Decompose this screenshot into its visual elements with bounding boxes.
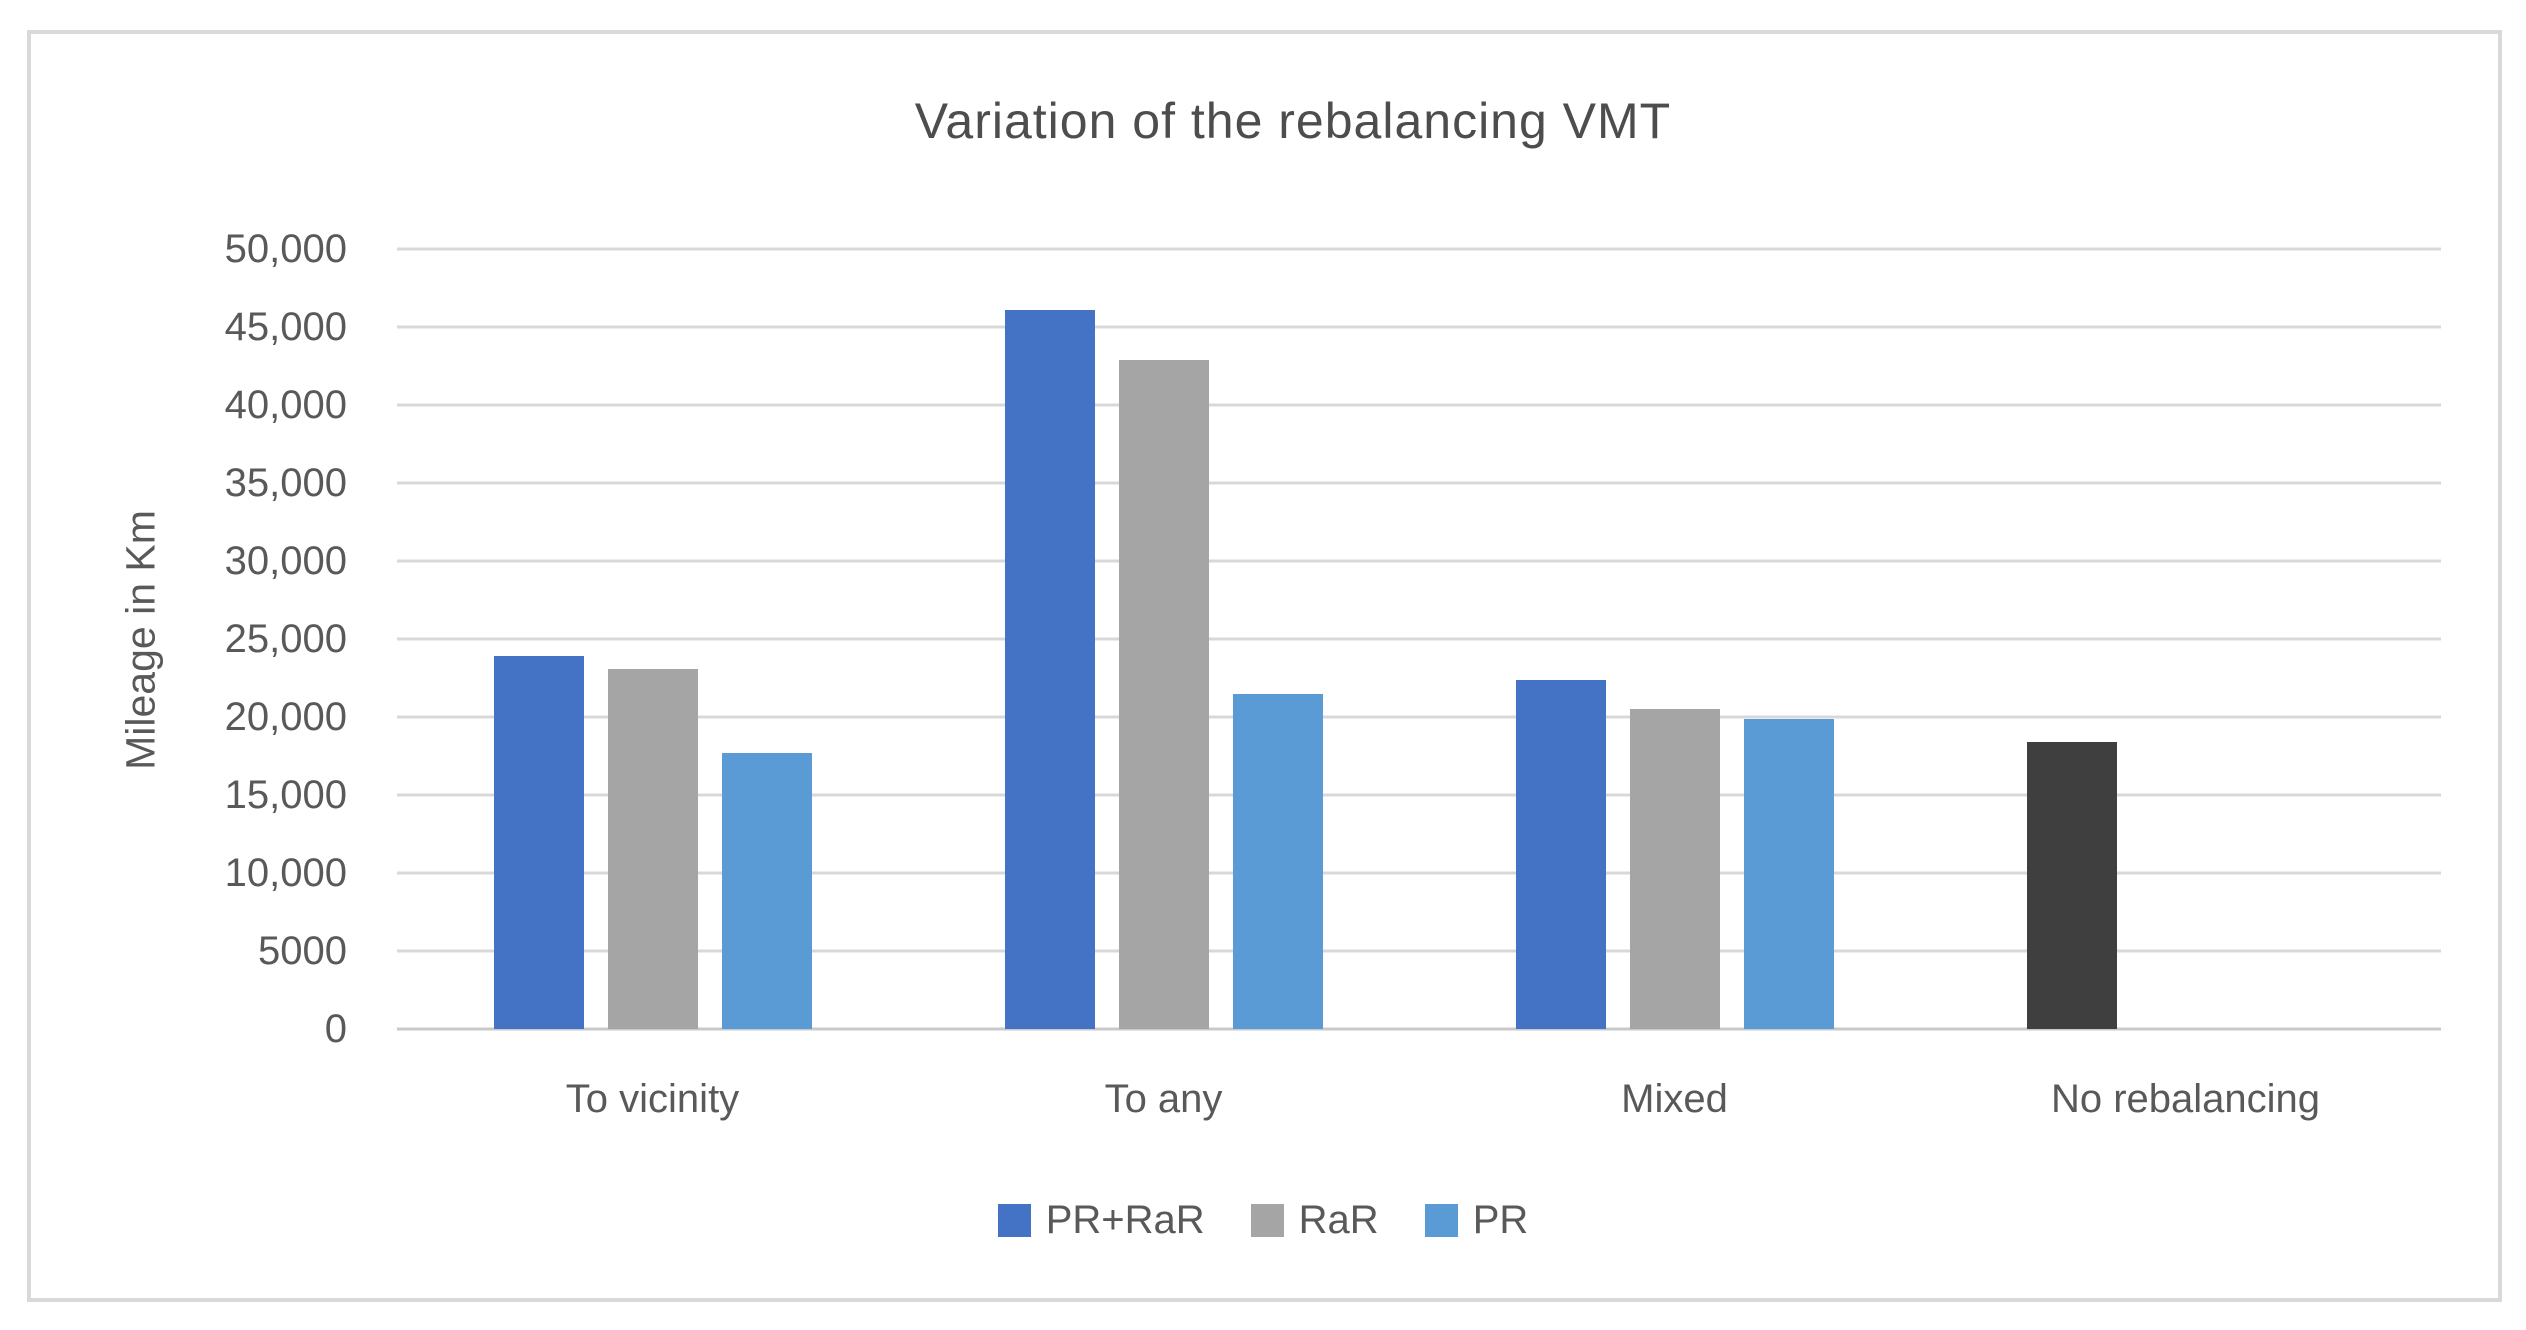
bar-pr-rar: [493, 656, 584, 1029]
y-tick-label: 40,000: [224, 383, 347, 427]
x-axis-line: [397, 1027, 2441, 1031]
category-label: To vicinity: [565, 1077, 740, 1121]
legend-swatch: [1424, 1203, 1458, 1237]
y-tick-label: 15,000: [224, 773, 347, 817]
gridline: [397, 481, 2441, 485]
y-tick-label: 10,000: [224, 851, 347, 895]
legend-item: PR+RaR: [997, 1198, 1205, 1242]
bar-group: [1930, 249, 2441, 1029]
chart-frame: [27, 30, 2502, 1302]
category-label: Mixed: [1621, 1077, 1728, 1121]
chart-title: Variation of the rebalancing VMT: [914, 93, 1672, 149]
bar-group: [1419, 249, 1930, 1029]
bar-rar: [607, 668, 698, 1029]
y-tick-label: 25,000: [224, 617, 347, 661]
category-label: No rebalancing: [2050, 1077, 2321, 1121]
gridline: [397, 793, 2441, 797]
gridline: [397, 949, 2441, 953]
bar-rar: [1629, 709, 1720, 1029]
legend-label: PR+RaR: [1045, 1198, 1205, 1242]
y-tick-label: 45,000: [224, 305, 347, 349]
y-tick-label: 30,000: [224, 539, 347, 583]
bar-group: [908, 249, 1419, 1029]
legend-label: PR: [1472, 1198, 1529, 1242]
legend-swatch: [1250, 1203, 1284, 1237]
bar-rar: [1118, 359, 1209, 1029]
y-tick-label: 50,000: [224, 227, 347, 271]
legend-swatch: [997, 1203, 1031, 1237]
category-label: To any: [1104, 1077, 1223, 1121]
gridline: [397, 325, 2441, 329]
gridline: [397, 559, 2441, 563]
gridline: [397, 637, 2441, 641]
legend-item: RaR: [1250, 1198, 1379, 1242]
bar-pr-rar: [1004, 309, 1095, 1029]
bar-pr: [1743, 718, 1834, 1029]
bar-group: [397, 249, 908, 1029]
legend: PR+RaR RaR PR: [0, 1198, 2526, 1242]
bar-no-rebalancing: [2026, 741, 2117, 1029]
plot-area: 0 5000 10,000 15,000 20,000 25,000 30,000 35,00…: [225, 229, 2441, 1121]
gridline: [397, 247, 2441, 251]
legend-item: PR: [1424, 1198, 1529, 1242]
gridline: [397, 715, 2441, 719]
bar-pr: [721, 752, 812, 1029]
y-tick-label: 20,000: [224, 695, 347, 739]
gridline: [397, 871, 2441, 875]
gridline: [397, 403, 2441, 407]
bar-pr-rar: [1515, 679, 1606, 1029]
bar-pr: [1232, 693, 1323, 1029]
legend-label: RaR: [1298, 1198, 1379, 1242]
y-tick-label: 5000: [258, 929, 347, 973]
y-tick-label: 0: [324, 1007, 347, 1051]
y-tick-label: 35,000: [224, 461, 347, 505]
